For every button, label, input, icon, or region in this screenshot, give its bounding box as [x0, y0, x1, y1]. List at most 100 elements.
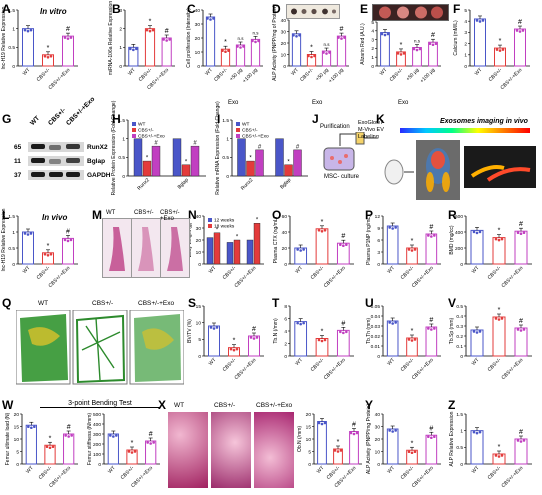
chart-v-ytick-label: 0.5	[456, 304, 463, 310]
femur-image-wt	[102, 218, 132, 278]
chart-x-point	[333, 449, 337, 452]
chart-h-sig-mark: #	[193, 141, 197, 147]
chart-u-ylabel: Tb.Th (mm)	[366, 318, 372, 344]
chart-v-bar-2	[514, 327, 528, 357]
chart-l-ytick-label: 0	[12, 262, 15, 268]
chart-x-point	[355, 431, 359, 435]
chart-u-ytick-label: 0.01	[371, 344, 381, 350]
chart-t-ytick-label: 6	[284, 316, 287, 322]
chart-e-ylabel: Alizarin Red (A.U.)	[360, 23, 366, 65]
chart-c-bar-3	[250, 38, 261, 67]
chart-e-ytick-label: 1	[371, 55, 374, 61]
chart-t-point	[342, 331, 345, 335]
femur-wt-drawing	[109, 227, 125, 271]
chart-d-ytick-label: 20	[281, 41, 287, 47]
blot-mw-bglap: 11	[14, 158, 21, 165]
chart-r-bar-2	[514, 230, 528, 265]
chart-e-ytick-label: 2	[371, 46, 374, 52]
panel-letter-e: E	[360, 2, 369, 16]
chart-b-point	[151, 28, 155, 32]
chart-n-bar-0-1	[213, 232, 221, 265]
chart-o-xtick-label: WT	[294, 265, 304, 275]
chart-n-bar-2-1	[253, 222, 261, 265]
chart-h-xtick-label: Runx2	[136, 177, 151, 192]
chart-d-point	[340, 37, 343, 40]
chart-u-point	[430, 328, 433, 331]
chart-o-point	[299, 249, 302, 252]
chart-a-point	[43, 55, 47, 58]
chart-b-point	[162, 38, 165, 41]
chart-u-point	[410, 339, 414, 342]
chart-f-ytick-label: 1	[464, 53, 467, 59]
schematic-labeling: Labeling	[358, 134, 379, 140]
chart-h-bar-1-1	[181, 164, 191, 177]
chart-h-bar-1-0	[172, 138, 182, 177]
chart-r-point	[494, 237, 498, 241]
chart-s-sig-mark: *	[233, 338, 236, 345]
chart-w1-point	[64, 434, 67, 437]
chart-o-point	[323, 229, 327, 232]
chart-d-xtick-label: CBS+/-	[299, 67, 315, 83]
chart-d-point	[298, 34, 301, 37]
chart-i-sig-mark: #	[258, 144, 262, 150]
chart-d-point	[337, 36, 340, 39]
exo-tag-e: Exo	[398, 100, 409, 106]
chart-w1-bar-2	[63, 433, 75, 465]
chart-w2-ytick-label: 200	[93, 442, 101, 448]
chart-x-ylabel: Ob.N (/mm)	[297, 426, 303, 452]
chart-t-bar-0	[294, 321, 308, 357]
chart-p-sig-mark: #	[429, 224, 433, 231]
chart-n-ytick-label: 40	[196, 214, 202, 220]
chart-w1-xtick-label: WT	[25, 465, 35, 475]
chart-y-ytick-label: 10	[375, 449, 381, 455]
chart-w1-ytick-label: 5	[16, 449, 19, 455]
chart-n-xtick-label: CBS+/-	[222, 265, 238, 281]
chart-x-sig-mark: #	[352, 422, 356, 429]
chart-n-bar-2-0	[246, 239, 254, 265]
chart-s-point	[252, 337, 256, 340]
panel-letter-a: A	[2, 2, 11, 16]
chart-p-point	[410, 249, 414, 252]
chart-b-bar-2	[161, 37, 172, 67]
chart-y-point	[407, 450, 411, 454]
chart-w2-ytick-label: 400	[93, 422, 101, 428]
chart-r-point	[497, 238, 501, 242]
chart-z-point	[478, 430, 482, 434]
chart-o-ytick-label: 20	[282, 246, 288, 252]
chart-t-xtick-label: WT	[294, 357, 304, 367]
chart-d-sig-mark: #	[340, 26, 344, 33]
chart-x-point	[323, 421, 327, 425]
chart-t-sig-mark: #	[341, 320, 345, 327]
blot-protein-gapdh: GAPDH	[87, 172, 111, 179]
chart-t-xtick-label: CBS+/-+Exo	[323, 357, 347, 381]
chart-w1-xtick-label: CBS+/-	[38, 465, 54, 481]
chart-u-ytick-label: 0.04	[371, 314, 381, 320]
chart-x-ytick-label: 10	[306, 437, 312, 443]
chart-r-ytick-label: 600	[455, 214, 463, 220]
m-label-wt: WT	[106, 210, 116, 216]
chart-e-point	[396, 52, 400, 55]
chart-v-sig-mark: *	[498, 307, 501, 314]
chart-w2-point	[112, 435, 115, 438]
chart-r-point	[519, 232, 523, 235]
chart-p-point	[391, 227, 394, 230]
chart-v-ytick-label: 0	[460, 354, 463, 360]
x-label-exo: CBS+/-+Exo	[256, 402, 293, 409]
chart-w1-sig-mark: *	[49, 435, 52, 442]
chart-i-legend-label: WT	[242, 122, 250, 128]
chart-p-point	[413, 248, 417, 251]
band-runx2-cbs	[49, 145, 61, 150]
chart-h-sig-mark: *	[185, 159, 188, 165]
chart-d-bar-3	[336, 35, 347, 67]
chart-s-xtick-label: CBS+/-	[222, 357, 238, 373]
chart-w1-ytick-label: 20	[14, 412, 20, 418]
chart-n-legend-swatch	[208, 224, 212, 228]
chart-v-point	[472, 330, 476, 333]
culture-dish-icon	[323, 147, 355, 171]
chart-f-ytick-label: 0	[464, 64, 467, 70]
chart-f-ytick-label: 2	[464, 41, 467, 47]
scan-femur	[470, 165, 505, 178]
chart-h-xtick-label: Bglap	[177, 177, 190, 190]
chart-s-point	[209, 326, 213, 329]
schematic-exoglow: ExoGlowT	[358, 120, 384, 126]
